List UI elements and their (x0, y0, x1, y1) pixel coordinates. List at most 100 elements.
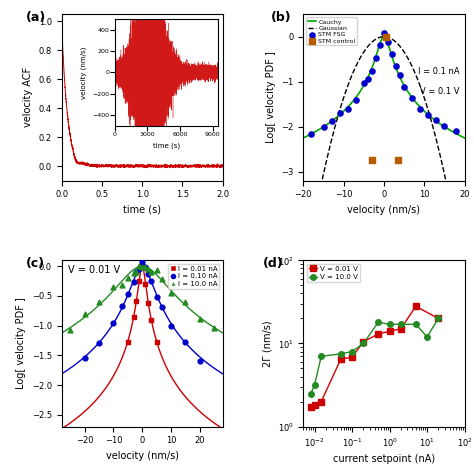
V = 0.01 V (338, 356, 344, 362)
V = 0.01 V (312, 402, 318, 408)
STM FSG (416, 106, 424, 113)
V = 0.01 V (361, 339, 366, 345)
Text: (d): (d) (263, 257, 284, 270)
V = 0.01 V (398, 326, 404, 332)
Point (182, 299, 189, 306)
V = 10.0 V (349, 349, 355, 355)
Gaussian (381, 34, 387, 39)
Point (133, 268, 140, 276)
STM FSG (328, 117, 335, 125)
Point (153, 266, 160, 273)
Point (124, 338, 132, 346)
Text: I = 0.1 nA: I = 0.1 nA (418, 67, 460, 76)
X-axis label: velocity (nm/s): velocity (nm/s) (106, 451, 179, 461)
Point (95, 339, 103, 347)
STM FSG (425, 111, 432, 119)
STM FSG (352, 96, 359, 103)
Point (138, 264, 146, 271)
Point (133, 297, 140, 305)
Gaussian (399, 46, 404, 51)
Point (147, 316, 155, 324)
Point (124, 290, 132, 298)
V = 10.0 V (319, 354, 324, 359)
Point (196, 315, 203, 323)
STM FSG (384, 38, 392, 46)
Point (144, 265, 152, 273)
STM FSG (376, 41, 384, 48)
STM FSG (408, 94, 416, 102)
V = 0.01 V (375, 331, 381, 337)
Line: Gaussian: Gaussian (303, 36, 465, 281)
Line: V = 10.0 V: V = 10.0 V (308, 316, 441, 396)
Y-axis label: 2Γ (nm/s): 2Γ (nm/s) (262, 320, 272, 367)
Legend: V = 0.01 V, V = 10.0 V: V = 0.01 V, V = 10.0 V (307, 264, 360, 282)
Point (118, 302, 126, 310)
Gaussian (462, 278, 467, 283)
Point (138, 259, 146, 266)
Cauchy (403, 86, 409, 92)
STM FSG (388, 50, 396, 58)
Gaussian (394, 40, 400, 46)
STM FSG (336, 109, 343, 117)
Cauchy (399, 77, 404, 83)
Point (147, 277, 155, 284)
Y-axis label: Log[ velocity PDF ]: Log[ velocity PDF ] (16, 298, 26, 390)
Cauchy (301, 135, 306, 141)
Point (147, 268, 155, 275)
Point (136, 277, 143, 285)
Text: V = 0.1 V: V = 0.1 V (420, 87, 460, 96)
STM FSG (380, 29, 388, 37)
STM FSG (396, 72, 404, 79)
Point (141, 280, 149, 288)
Point (95, 298, 103, 305)
Point (182, 338, 189, 346)
X-axis label: velocity (nm/s): velocity (nm/s) (347, 205, 420, 215)
Text: (b): (b) (271, 11, 292, 24)
Point (66, 327, 74, 334)
Y-axis label: velocity ACF: velocity ACF (23, 67, 33, 128)
STM FSG (440, 123, 448, 130)
Text: V = 0.01 V: V = 0.01 V (68, 265, 120, 275)
Legend: I = 0.01 nA, I = 0.10 nA, I = 10.0 nA: I = 0.01 nA, I = 0.10 nA, I = 10.0 nA (168, 264, 219, 289)
Point (136, 262, 143, 270)
V = 10.0 V (436, 316, 441, 321)
Point (109, 319, 117, 326)
STM FSG (453, 127, 460, 135)
V = 0.01 V (349, 355, 355, 360)
Point (144, 300, 152, 307)
Gaussian (423, 100, 428, 105)
STM control (382, 33, 390, 40)
Point (109, 283, 117, 291)
Point (81, 310, 89, 318)
Point (130, 313, 137, 320)
Gaussian (403, 53, 409, 58)
V = 10.0 V (413, 321, 419, 327)
Point (136, 265, 143, 273)
Cauchy (423, 110, 428, 116)
STM FSG (392, 63, 400, 70)
Point (130, 269, 137, 277)
V = 10.0 V (398, 321, 404, 327)
Point (167, 289, 175, 297)
STM FSG (372, 54, 380, 62)
Point (167, 322, 175, 330)
Point (158, 304, 166, 311)
STM FSG (432, 116, 440, 124)
Point (130, 278, 137, 286)
Y-axis label: Log[ velocity PDF ]: Log[ velocity PDF ] (266, 51, 276, 143)
Point (141, 263, 149, 271)
V = 0.01 V (436, 316, 441, 321)
Text: (c): (c) (26, 257, 46, 270)
Text: (a): (a) (26, 11, 46, 24)
Point (210, 324, 218, 332)
V = 0.01 V (413, 303, 419, 309)
Point (144, 270, 152, 277)
V = 10.0 V (375, 319, 381, 325)
Cauchy (310, 130, 316, 136)
Point (141, 263, 149, 271)
V = 10.0 V (424, 334, 430, 340)
V = 0.01 V (387, 328, 392, 334)
STM FSG (319, 123, 327, 131)
Cauchy (439, 123, 445, 128)
V = 10.0 V (387, 321, 392, 327)
